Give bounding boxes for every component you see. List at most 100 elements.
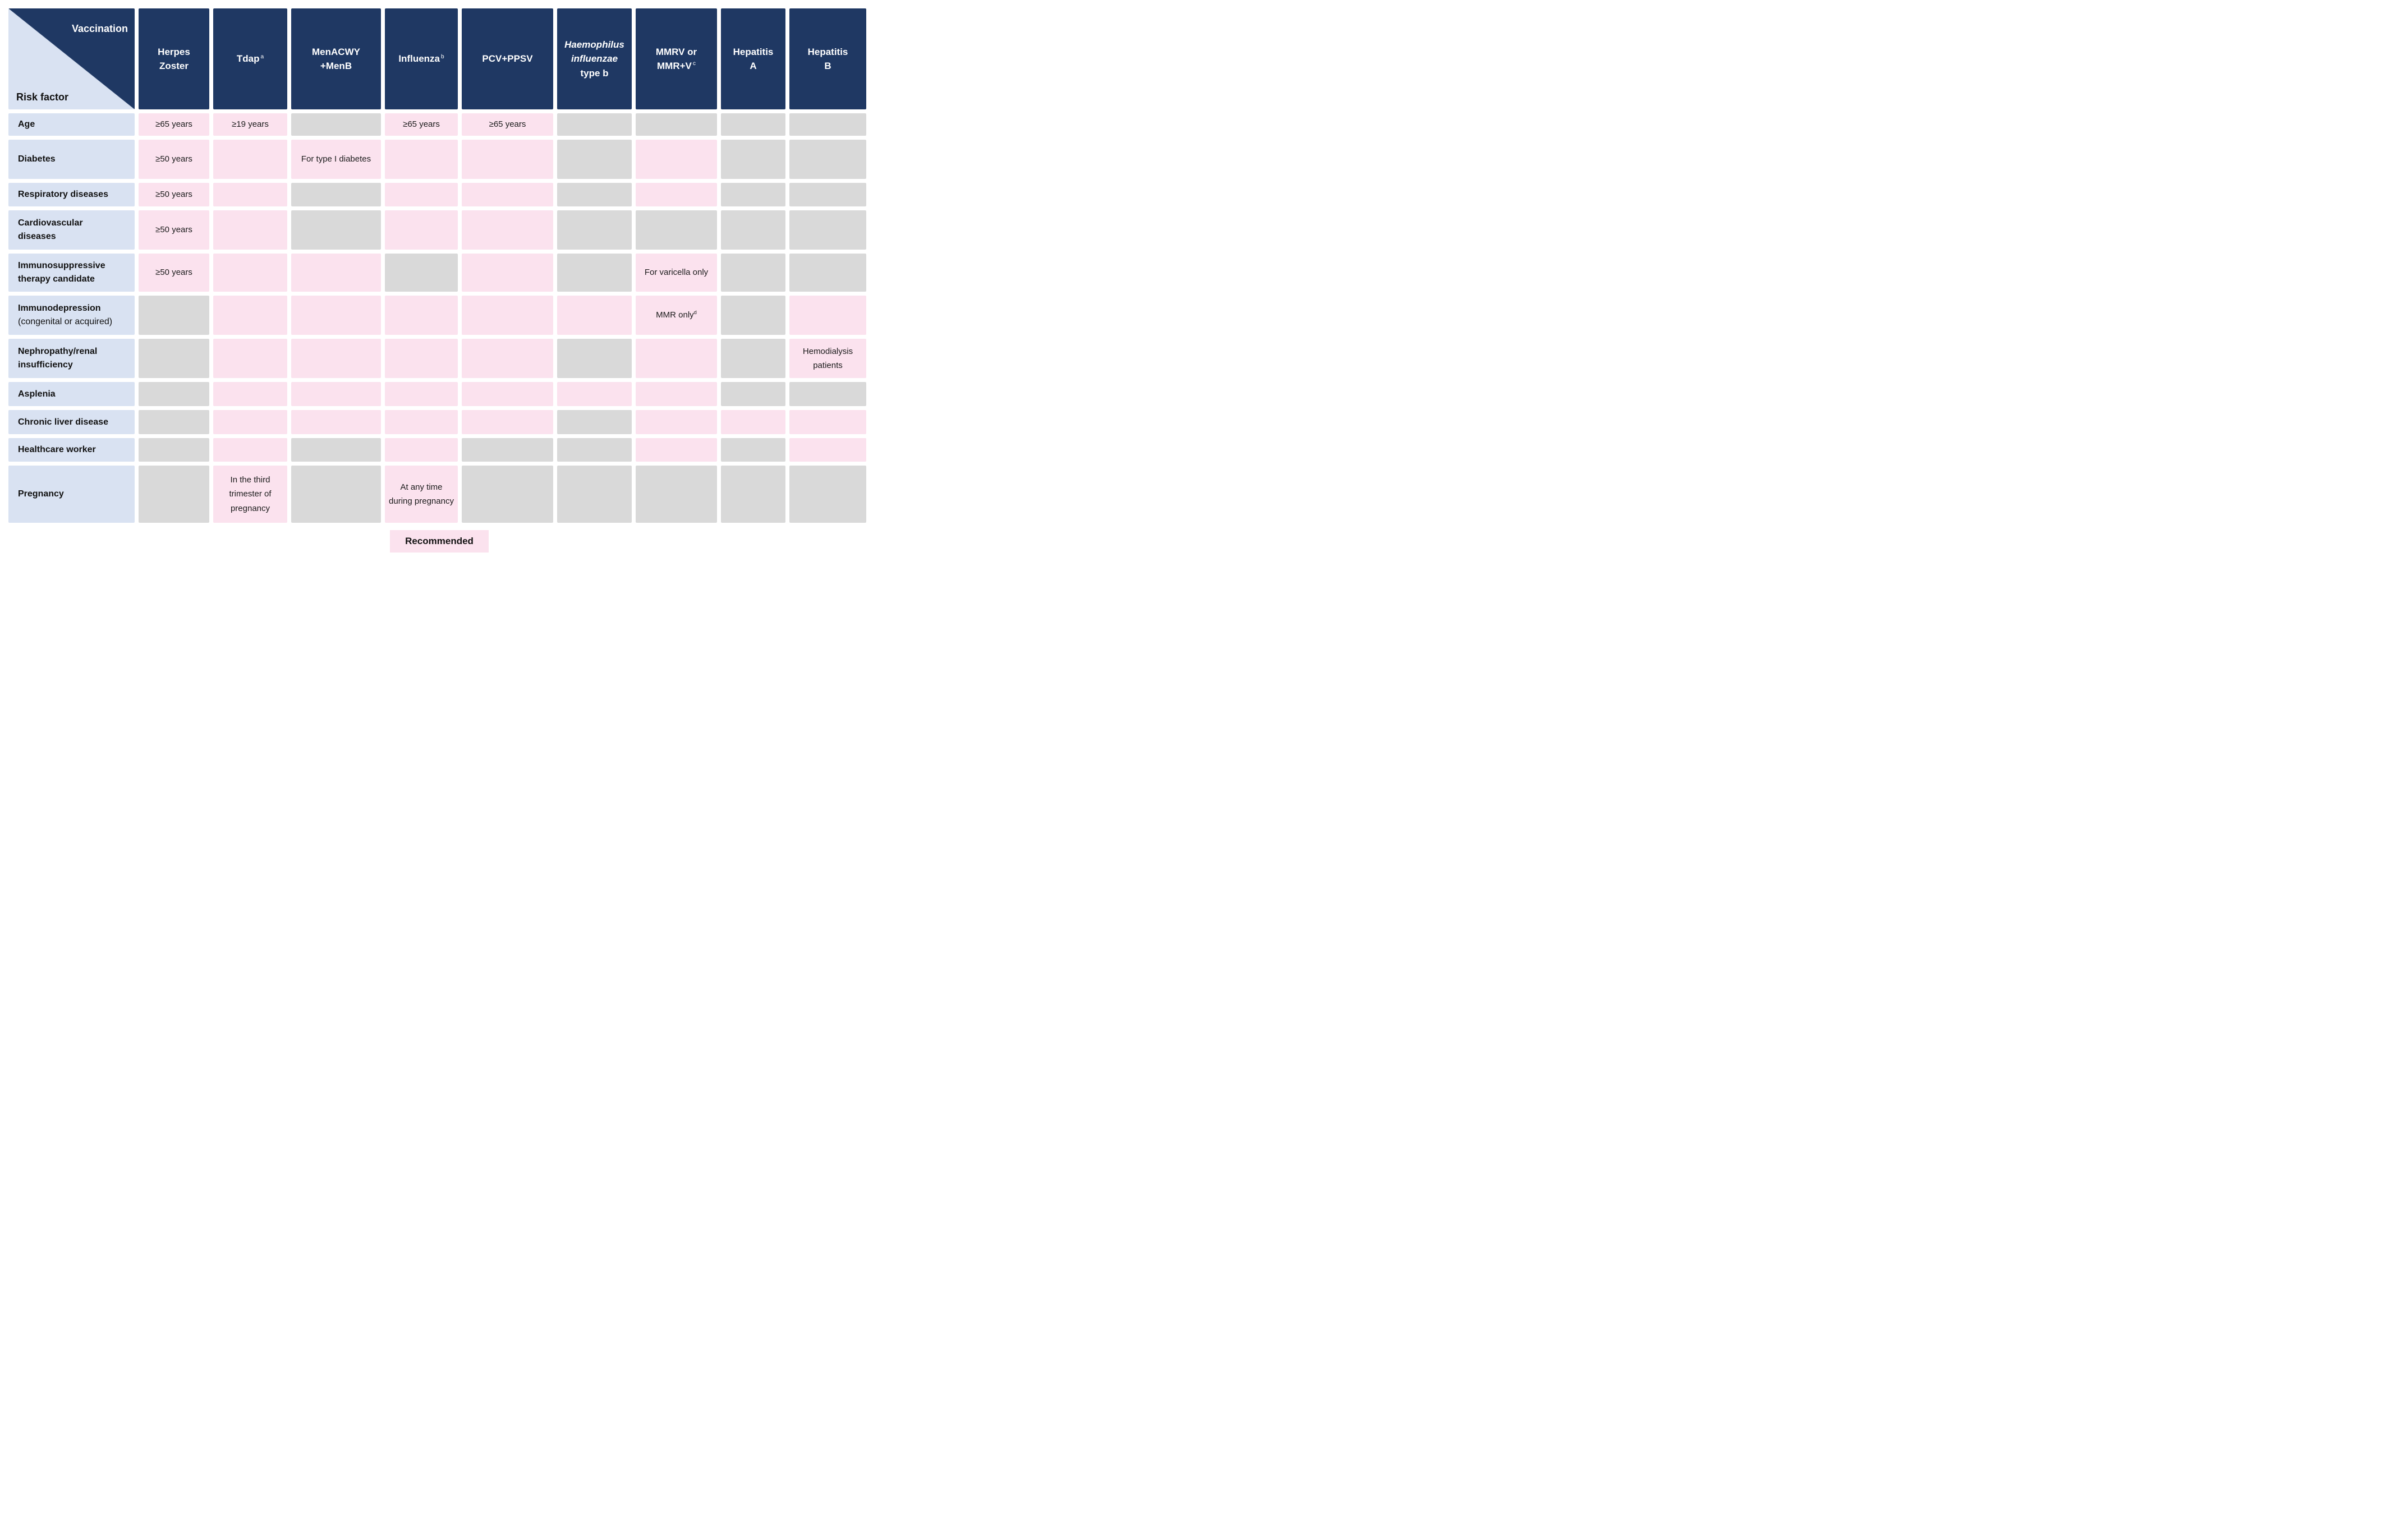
column-header-haemophilus-influenzae-type-b: Haemophilus influenzae type b	[557, 8, 632, 109]
cell-chronic-liver-disease-mmrv-or-mmr-v	[636, 410, 717, 434]
column-header-hepatitis-a: Hepatitis A	[721, 8, 785, 109]
cell-nephropathy-renal-insufficiency-mmrv-or-mmr-v	[636, 339, 717, 378]
row-label-respiratory-diseases: Respiratory diseases	[8, 183, 135, 206]
row-label-immunodepression: Immunodepression (congenital or acquired)	[8, 296, 135, 335]
row-label-immunosuppressive-therapy-candidate: Immunosuppressive therapy candidate	[8, 254, 135, 292]
cell-cardiovascular-diseases-hepatitis-b	[789, 210, 866, 250]
cell-pregnancy-hepatitis-b	[789, 466, 866, 523]
cell-healthcare-worker-hepatitis-a	[721, 438, 785, 462]
cell-diabetes-mmrv-or-mmr-v	[636, 140, 717, 179]
cell-immunodepression-mmrv-or-mmr-v: MMR onlyd	[636, 296, 717, 335]
cell-age-tdap: ≥19 years	[213, 113, 287, 136]
cell-diabetes-menacwy-menb: For type I diabetes	[291, 140, 381, 179]
row-label-asplenia: Asplenia	[8, 382, 135, 406]
cell-age-haemophilus-influenzae-type-b	[557, 113, 632, 136]
cell-healthcare-worker-haemophilus-influenzae-type-b	[557, 438, 632, 462]
cell-respiratory-diseases-herpes-zoster: ≥50 years	[139, 183, 209, 206]
vaccination-table: Vaccination Risk factor Herpes Zoster Tdap…	[8, 8, 867, 523]
cell-nephropathy-renal-insufficiency-haemophilus-influenzae-type-b	[557, 339, 632, 378]
cell-immunosuppressive-therapy-candidate-hepatitis-b	[789, 254, 866, 292]
cell-asplenia-menacwy-menb	[291, 382, 381, 406]
cell-respiratory-diseases-hepatitis-b	[789, 183, 866, 206]
vaccination-recommendation-page: Vaccination Risk factor Herpes Zoster Tdap…	[0, 0, 867, 558]
cell-cardiovascular-diseases-pcv-ppsv	[462, 210, 553, 250]
cell-immunosuppressive-therapy-candidate-tdap	[213, 254, 287, 292]
cell-asplenia-haemophilus-influenzae-type-b	[557, 382, 632, 406]
cell-diabetes-haemophilus-influenzae-type-b	[557, 140, 632, 179]
vaccination-axis-label: Vaccination	[71, 23, 128, 34]
cell-immunodepression-influenza	[385, 296, 458, 335]
cell-asplenia-tdap	[213, 382, 287, 406]
cell-pregnancy-haemophilus-influenzae-type-b	[557, 466, 632, 523]
cell-age-herpes-zoster: ≥65 years	[139, 113, 209, 136]
cell-asplenia-herpes-zoster	[139, 382, 209, 406]
cell-immunosuppressive-therapy-candidate-mmrv-or-mmr-v: For varicella only	[636, 254, 717, 292]
column-header-menacwy-menb: MenACWY +MenB	[291, 8, 381, 109]
cell-chronic-liver-disease-menacwy-menb	[291, 410, 381, 434]
cell-immunosuppressive-therapy-candidate-herpes-zoster: ≥50 years	[139, 254, 209, 292]
cell-pregnancy-menacwy-menb	[291, 466, 381, 523]
cell-healthcare-worker-hepatitis-b	[789, 438, 866, 462]
cell-pregnancy-mmrv-or-mmr-v	[636, 466, 717, 523]
row-label-diabetes: Diabetes	[8, 140, 135, 179]
cell-asplenia-mmrv-or-mmr-v	[636, 382, 717, 406]
column-header-mmrv-or-mmr-v: MMRV or MMR+V c	[636, 8, 717, 109]
cell-immunodepression-herpes-zoster	[139, 296, 209, 335]
cell-diabetes-herpes-zoster: ≥50 years	[139, 140, 209, 179]
cell-healthcare-worker-herpes-zoster	[139, 438, 209, 462]
cell-immunosuppressive-therapy-candidate-menacwy-menb	[291, 254, 381, 292]
column-header-herpes-zoster: Herpes Zoster	[139, 8, 209, 109]
cell-nephropathy-renal-insufficiency-hepatitis-a	[721, 339, 785, 378]
cell-healthcare-worker-tdap	[213, 438, 287, 462]
cell-cardiovascular-diseases-herpes-zoster: ≥50 years	[139, 210, 209, 250]
cell-healthcare-worker-mmrv-or-mmr-v	[636, 438, 717, 462]
cell-immunosuppressive-therapy-candidate-pcv-ppsv	[462, 254, 553, 292]
cell-healthcare-worker-menacwy-menb	[291, 438, 381, 462]
cell-chronic-liver-disease-haemophilus-influenzae-type-b	[557, 410, 632, 434]
corner-cell: Vaccination Risk factor	[8, 8, 135, 109]
cell-cardiovascular-diseases-tdap	[213, 210, 287, 250]
cell-chronic-liver-disease-pcv-ppsv	[462, 410, 553, 434]
cell-age-mmrv-or-mmr-v	[636, 113, 717, 136]
cell-nephropathy-renal-insufficiency-tdap	[213, 339, 287, 378]
cell-chronic-liver-disease-tdap	[213, 410, 287, 434]
row-label-age: Age	[8, 113, 135, 136]
cell-nephropathy-renal-insufficiency-hepatitis-b: Hemodialysis patients	[789, 339, 866, 378]
cell-pregnancy-influenza: At any time during pregnancy	[385, 466, 458, 523]
cell-pregnancy-hepatitis-a	[721, 466, 785, 523]
cell-pregnancy-tdap: In the third trimester of pregnancy	[213, 466, 287, 523]
cell-pregnancy-herpes-zoster	[139, 466, 209, 523]
cell-respiratory-diseases-influenza	[385, 183, 458, 206]
cell-chronic-liver-disease-hepatitis-b	[789, 410, 866, 434]
row-label-pregnancy: Pregnancy	[8, 466, 135, 523]
cell-immunosuppressive-therapy-candidate-influenza	[385, 254, 458, 292]
cell-cardiovascular-diseases-hepatitis-a	[721, 210, 785, 250]
cell-respiratory-diseases-hepatitis-a	[721, 183, 785, 206]
cell-nephropathy-renal-insufficiency-herpes-zoster	[139, 339, 209, 378]
cell-chronic-liver-disease-hepatitis-a	[721, 410, 785, 434]
cell-immunosuppressive-therapy-candidate-hepatitis-a	[721, 254, 785, 292]
column-header-influenza: Influenza b	[385, 8, 458, 109]
cell-diabetes-influenza	[385, 140, 458, 179]
legend: Recommended	[8, 530, 867, 553]
cell-respiratory-diseases-mmrv-or-mmr-v	[636, 183, 717, 206]
cell-chronic-liver-disease-herpes-zoster	[139, 410, 209, 434]
cell-immunodepression-menacwy-menb	[291, 296, 381, 335]
cell-age-hepatitis-b	[789, 113, 866, 136]
cell-immunodepression-hepatitis-a	[721, 296, 785, 335]
cell-nephropathy-renal-insufficiency-pcv-ppsv	[462, 339, 553, 378]
cell-cardiovascular-diseases-mmrv-or-mmr-v	[636, 210, 717, 250]
cell-asplenia-influenza	[385, 382, 458, 406]
cell-diabetes-tdap	[213, 140, 287, 179]
cell-cardiovascular-diseases-influenza	[385, 210, 458, 250]
cell-respiratory-diseases-menacwy-menb	[291, 183, 381, 206]
cell-immunodepression-hepatitis-b	[789, 296, 866, 335]
cell-immunodepression-haemophilus-influenzae-type-b	[557, 296, 632, 335]
cell-healthcare-worker-influenza	[385, 438, 458, 462]
cell-diabetes-hepatitis-a	[721, 140, 785, 179]
cell-age-pcv-ppsv: ≥65 years	[462, 113, 553, 136]
cell-nephropathy-renal-insufficiency-menacwy-menb	[291, 339, 381, 378]
cell-age-hepatitis-a	[721, 113, 785, 136]
cell-healthcare-worker-pcv-ppsv	[462, 438, 553, 462]
legend-recommended-label: Recommended	[405, 536, 474, 546]
